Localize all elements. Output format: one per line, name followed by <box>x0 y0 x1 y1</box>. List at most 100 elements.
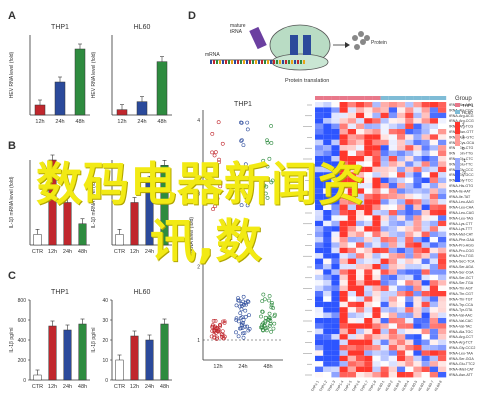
heatmap-cell <box>380 220 389 227</box>
heatmap-cell <box>421 231 430 237</box>
heatmap-cell <box>429 226 438 232</box>
heatmap-cell <box>405 350 414 356</box>
heatmap-cell <box>323 107 332 113</box>
heatmap-cell <box>315 328 324 335</box>
heatmap-cell <box>364 172 373 178</box>
heatmap-cell <box>372 161 381 167</box>
heatmap-cell <box>356 291 365 297</box>
scatter-point <box>240 331 245 336</box>
heatmap-cell <box>323 372 332 378</box>
heatmap-cell <box>347 307 356 313</box>
heatmap-cell <box>388 102 397 108</box>
codon-mark <box>267 60 269 64</box>
heatmap-cell <box>405 323 414 329</box>
heatmap-row-label: tRNA-Tyr-GTA <box>449 308 473 312</box>
heatmap-cell <box>413 274 422 281</box>
heatmap-cell <box>331 139 340 146</box>
heatmap-cell <box>397 323 406 329</box>
heatmap-cell <box>413 361 422 367</box>
heatmap-cell <box>421 102 430 108</box>
heatmap-cell <box>372 355 381 362</box>
heatmap-cell <box>331 231 340 237</box>
heatmap-cell <box>429 156 438 162</box>
heatmap-cell <box>323 264 332 270</box>
heatmap-cell <box>397 172 406 178</box>
heatmap-cell <box>429 345 438 351</box>
x-tick-label: 24h <box>63 384 72 390</box>
heatmap-cell <box>339 177 348 183</box>
heatmap-cell <box>397 226 406 232</box>
heatmap-cell <box>364 134 373 140</box>
heatmap-cell <box>438 372 447 378</box>
heatmap-cell <box>388 285 397 291</box>
scatter-point <box>260 309 265 314</box>
scatter-point <box>245 299 250 304</box>
heatmap-cell <box>339 118 348 124</box>
heatmap-cell <box>331 172 340 178</box>
heatmap-cell <box>323 301 332 308</box>
y-axis-label: IL-1β mRNA level (fold) <box>9 176 15 228</box>
codon-mark <box>228 60 230 64</box>
heatmap-cell <box>429 188 438 194</box>
heatmap-cell <box>323 161 332 167</box>
scatter-point <box>236 183 241 188</box>
heatmap-cell <box>380 280 389 286</box>
heatmap-cell <box>339 345 348 351</box>
heatmap-cell <box>315 285 324 291</box>
heatmap-cell <box>397 204 406 210</box>
heatmap-cell <box>315 172 324 178</box>
bar <box>136 101 148 116</box>
heatmap-cell <box>339 296 348 302</box>
heatmap-cell <box>438 139 447 146</box>
heatmap-cell <box>364 139 373 146</box>
heatmap-cell <box>413 199 422 205</box>
heatmap-cell <box>331 242 340 248</box>
heatmap-cell <box>438 361 447 367</box>
heatmap-row-label: tRNA-Asn-ATT <box>449 373 473 377</box>
heatmap-cell <box>421 339 430 345</box>
scatter-point <box>236 296 240 300</box>
heatmap-cell <box>388 139 397 146</box>
heatmap-cell <box>438 307 447 313</box>
heatmap-cell <box>397 274 406 281</box>
heatmap-cell <box>339 269 348 275</box>
heatmap-cell <box>339 280 348 286</box>
heatmap-cell <box>372 107 381 113</box>
scatter-point <box>238 311 243 316</box>
scatter-point <box>210 329 215 333</box>
heatmap-cell <box>380 161 389 167</box>
x-tick-label: 12h <box>48 249 57 255</box>
heatmap-cell <box>347 139 356 146</box>
heatmap-cell <box>388 345 397 351</box>
heatmap-cell <box>421 247 430 254</box>
scatter-point <box>272 321 277 326</box>
heatmap-cell <box>421 210 430 216</box>
heatmap-cell <box>364 366 373 372</box>
heatmap-cell <box>388 183 397 189</box>
scatter-point <box>268 321 273 326</box>
heatmap-cell <box>347 134 356 140</box>
heatmap-row-label: tRNA-Pro-AGG <box>449 243 474 247</box>
heatmap-cell <box>323 312 332 318</box>
heatmap-cell <box>413 328 422 335</box>
heatmap-cell <box>388 301 397 308</box>
codon-mark <box>300 60 302 64</box>
heatmap-cell <box>372 204 381 210</box>
heatmap-cell <box>438 355 447 362</box>
x-tick-label: CTR <box>32 249 43 255</box>
heatmap-cell <box>413 129 422 135</box>
scatter-point <box>261 162 266 167</box>
heatmap-cell <box>364 355 373 362</box>
heatmap-cell <box>438 199 447 205</box>
heatmap-cell <box>372 177 381 183</box>
y-tick-label: 600 <box>18 318 27 324</box>
heatmap-cell <box>356 264 365 270</box>
codon-mark <box>294 60 296 64</box>
heatmap-cell <box>339 172 348 178</box>
heatmap-cell <box>405 129 414 135</box>
heatmap-cell <box>438 318 447 324</box>
scatter-point <box>218 324 222 329</box>
heatmap-cell <box>372 156 381 162</box>
heatmap-cell <box>413 366 422 372</box>
heatmap-cell <box>339 328 348 335</box>
